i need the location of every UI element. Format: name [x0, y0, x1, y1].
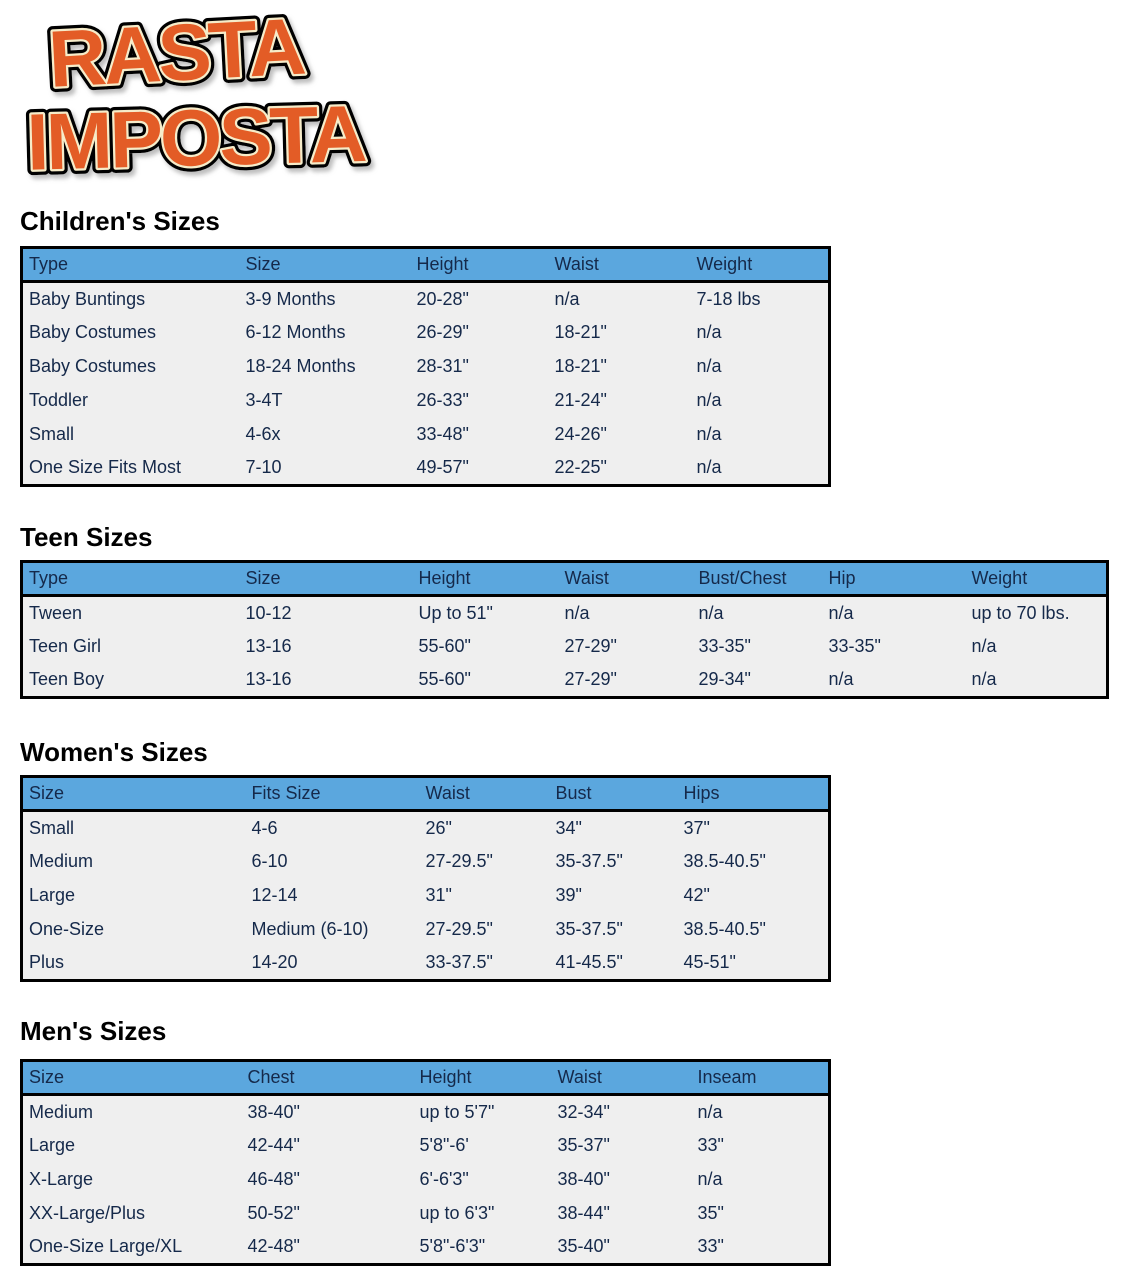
- svg-text:RASTA: RASTA: [46, 2, 306, 104]
- svg-text:IMPOSTA: IMPOSTA: [26, 89, 367, 187]
